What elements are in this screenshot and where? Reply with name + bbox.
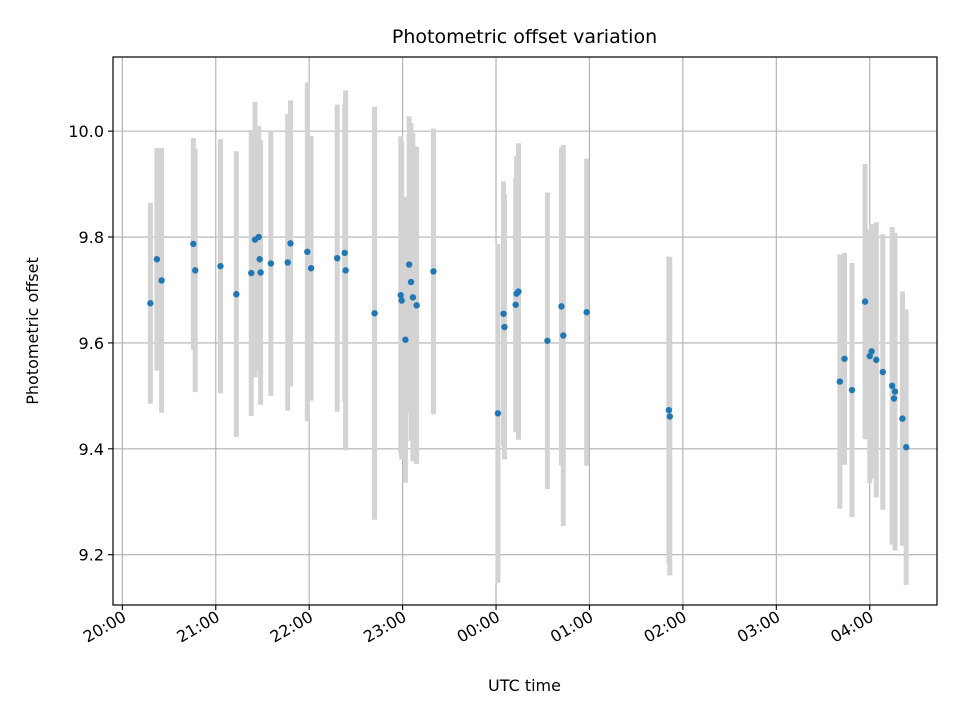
y-tick-label: 9.2 [79, 546, 104, 565]
data-point [147, 300, 154, 307]
data-point [304, 248, 311, 256]
data-point [409, 294, 417, 301]
data-point [284, 259, 291, 266]
data-point [190, 240, 197, 248]
y-axis-label: Photometric offset [23, 257, 42, 405]
data-point [544, 337, 551, 344]
data-point [153, 256, 161, 263]
data-point [902, 444, 910, 451]
data-point [397, 292, 404, 299]
data-point [899, 415, 906, 422]
data-point [398, 297, 405, 304]
data-point [888, 382, 896, 389]
data-point [501, 323, 508, 331]
data-point [841, 355, 848, 362]
data-point [560, 332, 567, 339]
plot-frame [112, 56, 938, 606]
data-point [515, 288, 522, 295]
data-points [147, 233, 910, 451]
data-point [407, 278, 415, 286]
data-point [873, 356, 880, 364]
x-axis-label: UTC time [488, 676, 561, 695]
data-point [500, 310, 507, 317]
data-point [255, 233, 262, 241]
y-axis: 9.2 9.4 9.6 9.8 10.0 [68, 122, 113, 565]
data-point [307, 265, 315, 272]
data-point [848, 386, 856, 394]
data-point [405, 261, 413, 268]
data-point [413, 302, 420, 309]
data-point [341, 249, 348, 257]
data-point [868, 348, 875, 355]
data-point [257, 269, 264, 276]
data-point [891, 388, 899, 395]
y-tick-label: 9.6 [79, 334, 104, 353]
data-point [512, 301, 519, 308]
chart-title: Photometric offset variation [392, 26, 657, 48]
data-point [666, 413, 674, 420]
y-tick-label: 9.8 [79, 228, 104, 247]
data-point [267, 260, 275, 267]
data-point [836, 378, 844, 385]
data-point [233, 291, 240, 298]
data-point [334, 254, 341, 262]
data-point [665, 406, 673, 414]
data-point [217, 262, 224, 270]
data-point [890, 395, 898, 402]
data-point [861, 298, 869, 305]
data-point [430, 268, 437, 275]
data-point [158, 277, 165, 284]
data-point [342, 267, 349, 274]
data-point [371, 310, 378, 317]
data-point [879, 368, 887, 376]
data-point [494, 410, 502, 417]
data-point [558, 303, 565, 310]
data-point [248, 269, 255, 277]
data-point [192, 267, 199, 274]
y-tick-label: 10.0 [68, 122, 104, 141]
data-point [256, 256, 263, 263]
y-tick-label: 9.4 [79, 440, 104, 459]
data-point [583, 309, 590, 316]
data-point [287, 240, 294, 247]
data-point [402, 336, 409, 343]
